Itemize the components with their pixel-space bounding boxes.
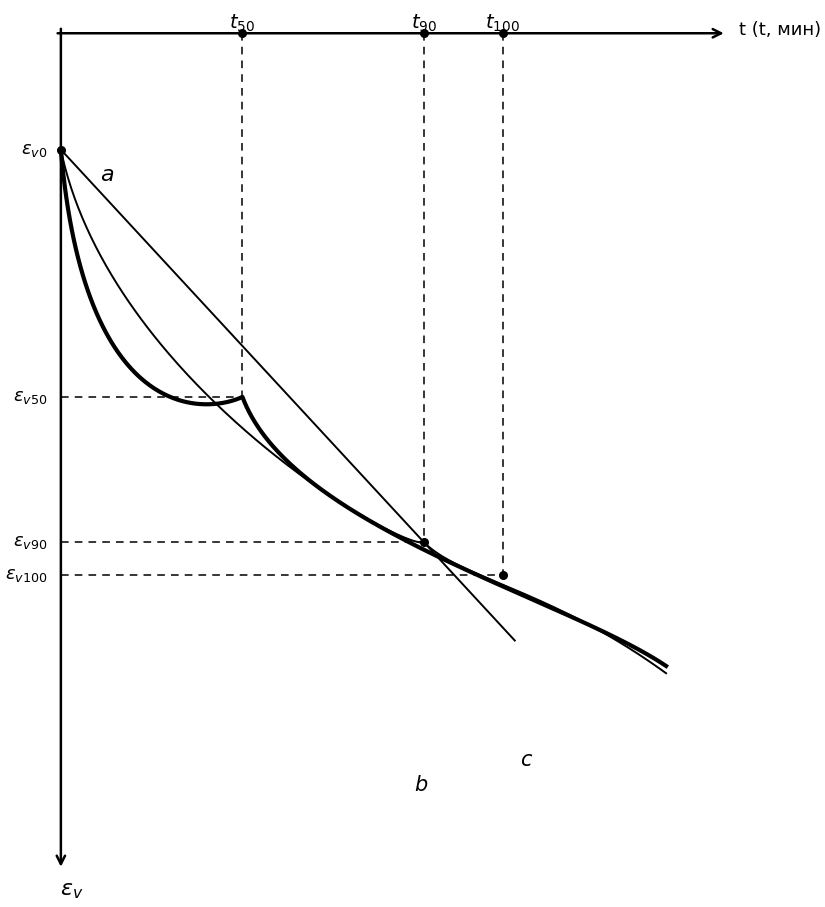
Text: $\varepsilon_v$: $\varepsilon_v$: [60, 881, 83, 901]
Text: $t_{50}$: $t_{50}$: [229, 13, 256, 34]
Text: $\varepsilon_{v90}$: $\varepsilon_{v90}$: [13, 533, 48, 551]
Text: $b$: $b$: [414, 775, 428, 795]
Text: $\varepsilon_{v50}$: $\varepsilon_{v50}$: [13, 388, 48, 406]
Text: $\varepsilon_{v100}$: $\varepsilon_{v100}$: [5, 566, 48, 584]
Text: $a$: $a$: [100, 165, 115, 185]
Text: $t_{90}$: $t_{90}$: [411, 13, 437, 34]
Text: $c$: $c$: [521, 749, 534, 770]
Text: $\varepsilon_{v0}$: $\varepsilon_{v0}$: [21, 141, 48, 159]
Text: $t_{100}$: $t_{100}$: [485, 13, 520, 34]
Text: t (t, мин): t (t, мин): [738, 21, 821, 39]
